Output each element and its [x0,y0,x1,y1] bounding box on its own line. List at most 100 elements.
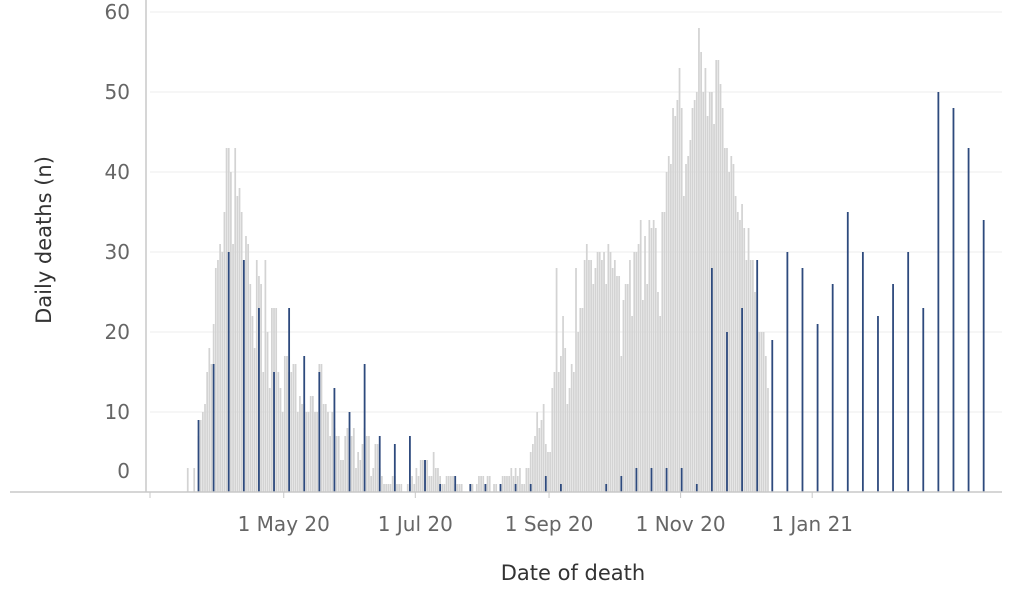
daily-bar [523,484,526,492]
daily-bar [581,308,584,492]
weekly-bar [861,252,864,492]
daily-bar [672,108,674,492]
weekly-bar [620,476,623,492]
daily-bar [458,484,461,492]
weekly-bar [333,388,336,492]
daily-bar [590,260,592,492]
daily-bar [739,220,741,492]
weekly-bar [409,436,411,492]
daily-bar [717,60,720,492]
weekly-bar [378,436,381,492]
daily-bar [747,228,750,492]
daily-bar [307,412,310,492]
daily-bar [346,428,349,492]
daily-bar [365,436,368,492]
daily-bar [426,460,429,492]
weekly-bar [212,364,215,492]
daily-bar [719,84,722,492]
daily-bar [698,28,700,492]
daily-bar [413,484,416,492]
daily-bar [635,252,638,492]
daily-bar [193,468,196,492]
y-tick-label-20: 20 [105,320,130,344]
daily-bar [736,212,739,492]
daily-bar [674,116,677,492]
daily-bar [283,356,286,492]
daily-bar [501,476,504,492]
y-tick-label-60: 60 [105,0,130,24]
daily-bar [204,404,206,492]
daily-bar [238,188,241,492]
daily-bar [447,476,450,492]
daily-bar [767,388,769,492]
daily-bar [471,484,474,492]
y-tick-label-10: 10 [105,400,130,424]
daily-bar [486,476,489,492]
daily-bar [344,436,347,492]
weekly-bar [801,268,804,492]
daily-bar [488,476,491,492]
daily-bar [221,252,224,492]
weekly-bar [907,252,910,492]
daily-bar [206,372,209,492]
daily-bar [752,260,754,492]
daily-bar [217,260,219,492]
weekly-bars [197,92,985,492]
daily-bar [516,476,519,492]
weekly-bar [514,484,517,492]
daily-bar [201,412,204,492]
daily-bar [376,444,379,492]
weekly-bar [967,148,970,492]
daily-bar [290,372,293,492]
daily-bar [527,468,530,492]
daily-bar [642,300,644,492]
daily-bar [680,108,683,492]
daily-bar [361,444,364,492]
gridlines [150,11,1002,413]
weekly-bar [529,484,532,492]
weekly-bar [273,372,275,492]
weekly-bar [227,252,230,492]
daily-bar [478,476,480,492]
daily-bar [275,308,278,492]
daily-bar [637,244,640,492]
daily-bar [251,316,254,492]
daily-bar [758,332,761,492]
daily-bar [417,476,420,492]
daily-bar [415,468,418,492]
y-tick-label-30: 30 [105,240,130,264]
daily-bar [534,436,536,492]
daily-bar [305,412,308,492]
daily-bar [700,52,702,492]
daily-bar [234,148,237,492]
weekly-bar [454,476,457,492]
daily-bar [521,484,523,492]
daily-bar [564,348,567,492]
daily-bar [691,108,694,492]
daily-bar [249,284,252,492]
daily-bar [592,284,595,492]
daily-bar [331,412,334,492]
daily-bar [721,108,724,492]
axes [10,0,1002,498]
daily-bar [551,388,554,492]
weekly-bar [197,420,200,492]
daily-bar [493,484,495,492]
weekly-bar [439,484,442,492]
daily-bar [702,92,705,492]
daily-bar [601,260,603,492]
weekly-bar [695,484,698,492]
daily-bar [568,388,571,492]
x-axis-ticks: 1 May 20 1 Jul 20 1 Sep 20 1 Nov 20 1 Jan 21 [238,492,853,536]
daily-bar [271,308,273,492]
daily-bar [512,476,515,492]
weekly-bar [258,308,260,492]
daily-bar [762,332,765,492]
daily-bar [676,100,679,492]
daily-bar [754,292,756,492]
daily-bar [292,364,295,492]
weekly-bar [560,484,562,492]
daily-bar [607,244,610,492]
daily-bar [654,228,657,492]
weekly-bar [786,252,789,492]
